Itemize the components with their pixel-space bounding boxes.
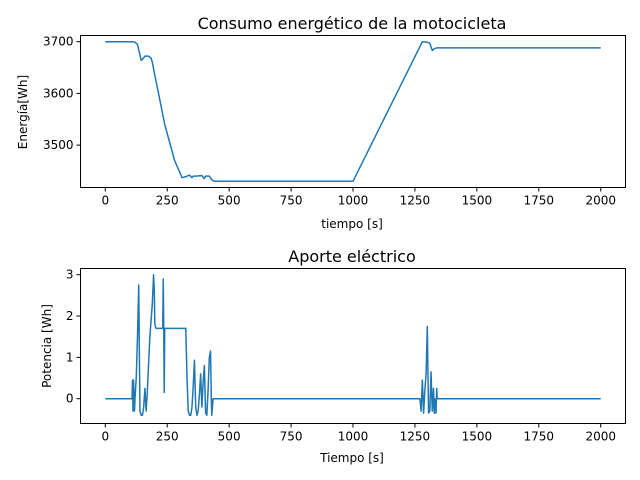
chart-top-xtick-label: 750 <box>280 194 303 208</box>
chart-bottom-ytick-label: 2 <box>66 309 74 323</box>
chart-bottom-title: Aporte eléctrico <box>288 247 415 266</box>
chart-top-ytick-label: 3500 <box>43 138 74 152</box>
chart-bottom-plot-area: 0 250 500 750 1000 1250 1500 1750 2000 0 1 2 3 <box>66 268 616 444</box>
chart-bottom-ytick-label: 0 <box>66 392 74 406</box>
chart-bottom-xtick-label: 2000 <box>585 430 616 444</box>
chart-bottom-ytick-label: 1 <box>66 350 74 364</box>
chart-top-xtick-label: 1500 <box>462 194 493 208</box>
chart-bottom-xtick-label: 1500 <box>462 430 493 444</box>
chart-top-plot-area: 0 250 500 750 1000 1250 1500 1750 2000 3500 3600 37… <box>43 35 616 208</box>
chart-bottom-xlabel: Tiempo [s] <box>319 451 384 465</box>
chart-bottom-xtick-label: 500 <box>218 430 241 444</box>
chart-top-xtick-label: 250 <box>156 194 179 208</box>
chart-top-xtick-label: 1750 <box>524 194 555 208</box>
chart-bottom-ytick-label: 3 <box>66 268 74 282</box>
chart-top-xtick-label: 500 <box>218 194 241 208</box>
chart-top-xtick-label: 2000 <box>585 194 616 208</box>
chart-bottom-ylabel: Potencia [Wh] <box>40 304 54 388</box>
chart-bottom-xtick-label: 1750 <box>524 430 555 444</box>
chart-top-xtick-label: 0 <box>101 194 109 208</box>
chart-top-xtick-label: 1250 <box>400 194 431 208</box>
chart-top-ytick-label: 3600 <box>43 86 74 100</box>
chart-bottom: Aporte eléctrico 0 250 500 750 1000 1250 1500 1… <box>40 247 626 465</box>
chart-top-title: Consumo energético de la motocicleta <box>198 14 507 33</box>
chart-bottom-xtick-label: 1000 <box>338 430 369 444</box>
chart-bottom-frame <box>80 268 626 424</box>
chart-bottom-series-line <box>105 273 601 416</box>
chart-top-xlabel: tiempo [s] <box>321 217 383 231</box>
chart-top-xtick-label: 1000 <box>338 194 369 208</box>
chart-top-ytick-label: 3700 <box>43 35 74 49</box>
chart-top: Consumo energético de la motocicleta 0 25… <box>16 14 626 231</box>
chart-bottom-xtick-label: 1250 <box>400 430 431 444</box>
chart-bottom-xtick-label: 250 <box>156 430 179 444</box>
chart-bottom-xtick-label: 0 <box>101 430 109 444</box>
chart-top-frame <box>80 35 626 188</box>
chart-bottom-xtick-label: 750 <box>280 430 303 444</box>
chart-top-series-line <box>105 40 601 183</box>
chart-top-ylabel: Energía[Wh] <box>16 75 30 149</box>
